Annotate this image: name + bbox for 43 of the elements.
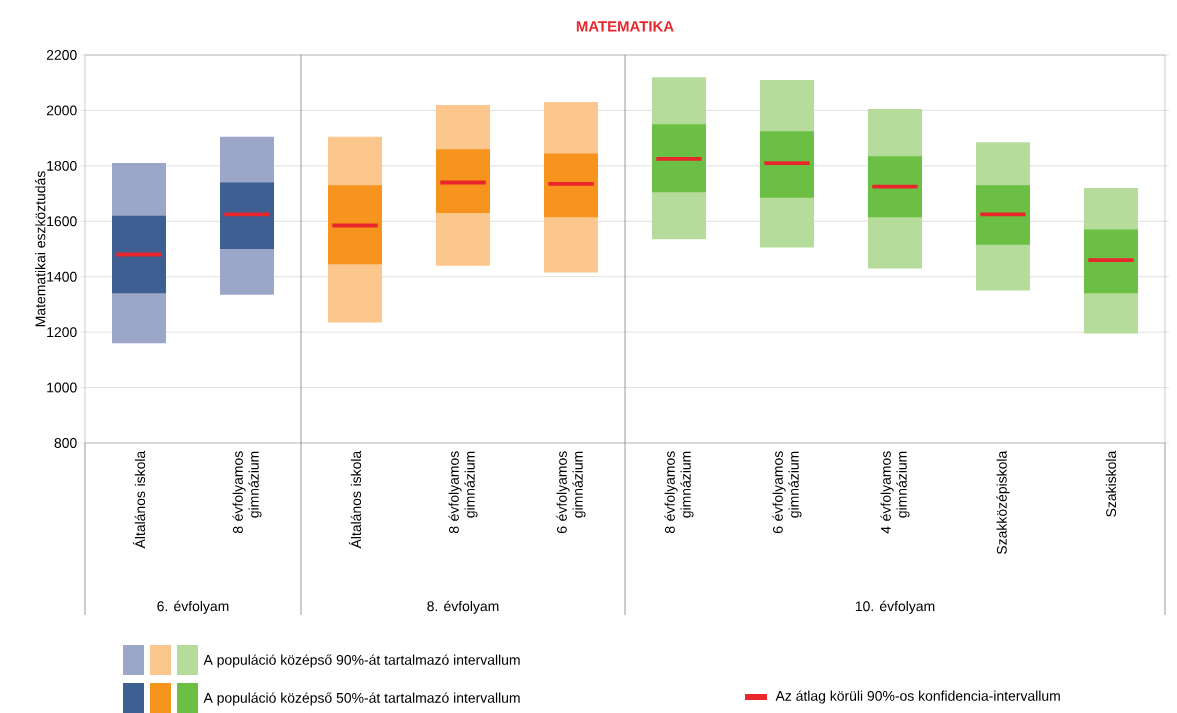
x-tick-label: 8 évfolyamos gimnázium	[448, 451, 478, 534]
text: 10. évfolyam	[855, 600, 935, 614]
legend-label: A populáció középső 90%-át tartalmazó intervallum	[203, 654, 520, 668]
chart-title: MATEMATIKA	[576, 21, 674, 32]
y-tick-label: 1000	[47, 382, 77, 393]
bar	[759, 131, 814, 198]
bar	[435, 149, 490, 213]
bar	[1083, 229, 1138, 294]
x-tick-label: 8 évfolyamos gimnázium	[232, 451, 262, 534]
y-tick-label: 1800	[47, 160, 77, 171]
bar	[543, 153, 598, 218]
bar	[220, 182, 274, 249]
bar	[656, 156, 702, 161]
bar	[548, 181, 594, 186]
bar	[867, 156, 922, 218]
legend-label: A populáció középső 50%-át tartalmazó intervallum	[203, 692, 520, 706]
bar	[651, 124, 706, 193]
bar	[224, 212, 270, 217]
x-tick-label: Szakiskola	[1105, 450, 1117, 517]
bar	[872, 184, 918, 189]
x-tick-label: Általános iskola	[348, 450, 362, 549]
bar	[112, 215, 166, 294]
y-tick-label: 800	[54, 438, 77, 448]
y-tick-label: 2000	[46, 105, 77, 116]
y-tick-label: 1400	[47, 271, 77, 282]
x-tick-label: 6 évfolyamos gimnázium	[772, 451, 802, 534]
bar	[980, 212, 1026, 217]
bar	[327, 185, 382, 265]
text: 6. évfolyam	[157, 600, 229, 614]
y-tick-label: 1600	[47, 216, 77, 227]
legend-label: Az átlag körüli 90%-os konfidencia-intervallum	[775, 690, 1060, 704]
x-tick-label: 4 évfolyamos gimnázium	[880, 451, 910, 534]
x-tick-label: 8 évfolyamos gimnázium	[664, 451, 694, 534]
x-tick-label: 6 évfolyamos gimnázium	[556, 451, 586, 534]
bar	[764, 161, 810, 166]
bar	[1088, 258, 1134, 263]
bar	[975, 185, 1030, 245]
text: 8. évfolyam	[427, 600, 499, 614]
y-tick-label: 1200	[47, 327, 77, 338]
y-axis-title: Matematikai eszköztudás	[34, 171, 46, 327]
y-tick-label: 2200	[46, 50, 77, 60]
x-tick-label: Szakközépiskola	[996, 450, 1010, 555]
x-tick-label: Általános iskola	[132, 450, 146, 549]
